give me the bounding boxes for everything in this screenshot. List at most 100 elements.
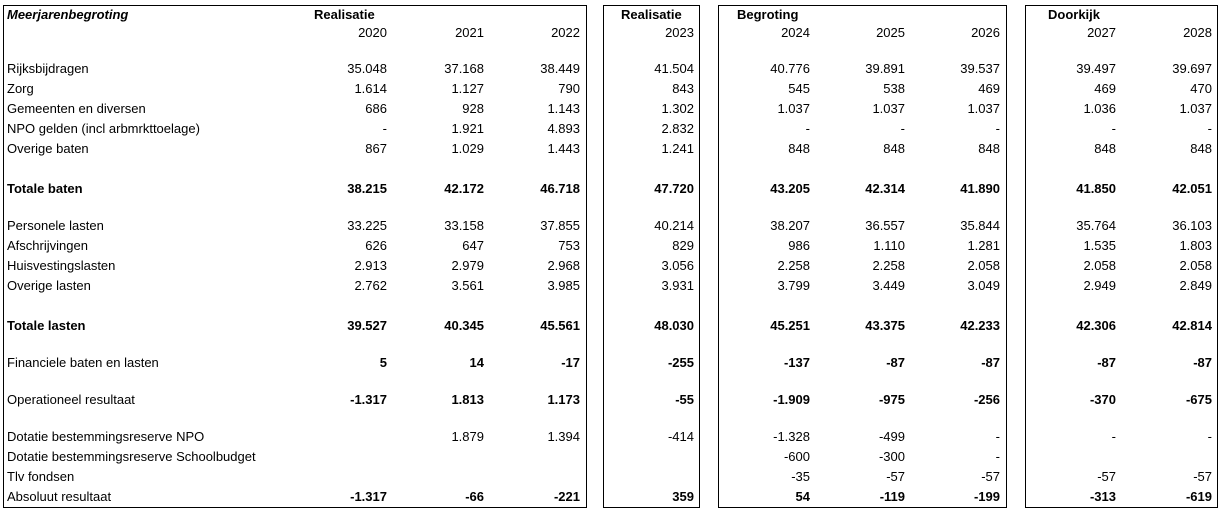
cell-value: 2.979 [451,258,484,273]
cell-value: -119 [879,489,905,504]
cell-value: 3.985 [547,278,580,293]
year-header: 2021 [455,25,484,40]
cell-value: 1.037 [1179,101,1212,116]
panel-begroting [718,5,1007,508]
cell-value: - [1207,121,1212,136]
group-header: Doorkijk [1048,7,1101,22]
cell-value: 753 [558,238,580,253]
cell-value: 829 [672,238,694,253]
year-header: 2027 [1087,25,1116,40]
cell-value: 848 [788,141,810,156]
year-header: 2023 [665,25,694,40]
year-header: 2024 [781,25,810,40]
cell-value: 538 [883,81,905,96]
cell-value: 38.207 [770,218,810,233]
cell-value: - [382,121,387,136]
cell-value: 1.110 [873,238,905,253]
cell-value: 626 [365,238,387,253]
cell-value: 1.803 [1179,238,1212,253]
cell-value: -87 [1097,355,1116,370]
cell-value: 45.251 [770,318,810,333]
cell-value: -57 [1193,469,1212,484]
row-label: Totale baten [7,181,83,196]
cell-value: -57 [1097,469,1116,484]
cell-value: -675 [1185,392,1212,407]
cell-value: 470 [1190,81,1212,96]
cell-value: 2.258 [777,258,810,273]
cell-value: 35.844 [960,218,1000,233]
cell-value: -370 [1089,392,1116,407]
cell-value: 2.913 [354,258,387,273]
cell-value: -87 [1193,355,1212,370]
cell-value: 1.394 [547,429,580,444]
year-header: 2026 [971,25,1000,40]
cell-value: 1.037 [777,101,810,116]
cell-value: 42.051 [1172,181,1212,196]
cell-value: 43.375 [865,318,905,333]
cell-value: 1.879 [451,429,484,444]
cell-value: -66 [465,489,484,504]
cell-value: 2.058 [967,258,1000,273]
cell-value: -255 [667,355,694,370]
cell-value: 1.614 [354,81,387,96]
cell-value: 647 [462,238,484,253]
cell-value: 47.720 [654,181,694,196]
row-label: Overige lasten [7,278,91,293]
cell-value: -55 [675,392,694,407]
row-label: Operationeel resultaat [7,392,135,407]
row-label: Dotatie bestemmingsreserve Schoolbudget [7,449,256,464]
row-label: Totale lasten [7,318,86,333]
cell-value: 1.281 [967,238,1000,253]
cell-value: 1.029 [451,141,484,156]
row-label: Personele lasten [7,218,104,233]
row-label: Overige baten [7,141,89,156]
row-label: Absoluut resultaat [7,489,112,504]
cell-value: -199 [973,489,1000,504]
cell-value: -1.909 [773,392,810,407]
cell-value: 2.949 [1083,278,1116,293]
cell-value: 1.173 [547,392,580,407]
panel-realisatie-2020-2022 [3,5,587,508]
cell-value: 2.849 [1179,278,1212,293]
cell-value: 39.527 [347,318,387,333]
cell-value: 35.048 [347,61,387,76]
cell-value: -313 [1089,489,1116,504]
cell-value: 43.205 [770,181,810,196]
cell-value: 42.314 [865,181,905,196]
cell-value: 1.127 [451,81,484,96]
cell-value: - [900,121,905,136]
cell-value: 3.449 [872,278,905,293]
cell-value: 3.799 [777,278,810,293]
row-label: Tlv fondsen [7,469,75,484]
cell-value: 1.921 [451,121,484,136]
cell-value: 39.537 [960,61,1000,76]
cell-value: -256 [973,392,1000,407]
cell-value: 359 [672,489,694,504]
group-header: Realisatie [314,7,375,22]
cell-value: 1.535 [1083,238,1116,253]
cell-value: 37.855 [540,218,580,233]
cell-value: 545 [788,81,810,96]
cell-value: - [995,121,1000,136]
cell-value: 2.058 [1179,258,1212,273]
row-label: Gemeenten en diversen [7,101,146,116]
cell-value: 469 [978,81,1000,96]
cell-value: 39.891 [865,61,905,76]
cell-value: -57 [981,469,1000,484]
cell-value: 2.258 [872,258,905,273]
year-header: 2022 [551,25,580,40]
cell-value: 1.036 [1083,101,1116,116]
cell-value: 1.143 [547,101,580,116]
cell-value: 45.561 [540,318,580,333]
sheet-title: Meerjarenbegroting [7,7,129,22]
panel-doorkijk [1025,5,1218,508]
cell-value: 48.030 [654,318,694,333]
cell-value: 2.968 [547,258,580,273]
row-label: Zorg [7,81,34,96]
cell-value: 3.931 [661,278,694,293]
cell-value: 1.037 [967,101,1000,116]
cell-value: -17 [561,355,580,370]
cell-value: 14 [469,355,484,370]
cell-value: 2.832 [661,121,694,136]
cell-value: 33.158 [444,218,484,233]
